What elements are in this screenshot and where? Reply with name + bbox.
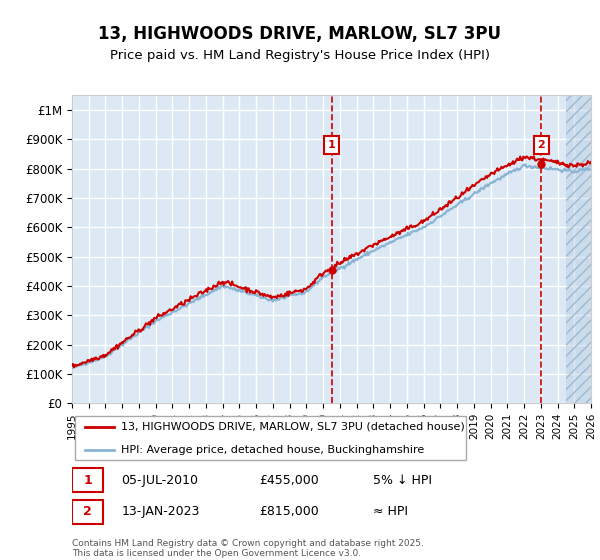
Text: 1: 1 xyxy=(328,140,335,150)
Text: 05-JUL-2010: 05-JUL-2010 xyxy=(121,474,199,487)
Text: 13, HIGHWOODS DRIVE, MARLOW, SL7 3PU: 13, HIGHWOODS DRIVE, MARLOW, SL7 3PU xyxy=(98,25,502,43)
FancyBboxPatch shape xyxy=(72,468,103,492)
Text: HPI: Average price, detached house, Buckinghamshire: HPI: Average price, detached house, Buck… xyxy=(121,445,425,455)
Text: £815,000: £815,000 xyxy=(259,505,319,519)
Text: £455,000: £455,000 xyxy=(259,474,319,487)
Text: Contains HM Land Registry data © Crown copyright and database right 2025.
This d: Contains HM Land Registry data © Crown c… xyxy=(72,539,424,558)
Text: Price paid vs. HM Land Registry's House Price Index (HPI): Price paid vs. HM Land Registry's House … xyxy=(110,49,490,62)
FancyBboxPatch shape xyxy=(74,416,466,460)
Text: 5% ↓ HPI: 5% ↓ HPI xyxy=(373,474,432,487)
Text: 1: 1 xyxy=(83,474,92,487)
Text: 13, HIGHWOODS DRIVE, MARLOW, SL7 3PU (detached house): 13, HIGHWOODS DRIVE, MARLOW, SL7 3PU (de… xyxy=(121,422,465,432)
FancyBboxPatch shape xyxy=(72,500,103,524)
Text: 2: 2 xyxy=(538,140,545,150)
Text: 2: 2 xyxy=(83,505,92,519)
Text: ≈ HPI: ≈ HPI xyxy=(373,505,408,519)
Text: 13-JAN-2023: 13-JAN-2023 xyxy=(121,505,200,519)
Bar xyxy=(566,95,591,403)
Bar xyxy=(566,95,591,403)
